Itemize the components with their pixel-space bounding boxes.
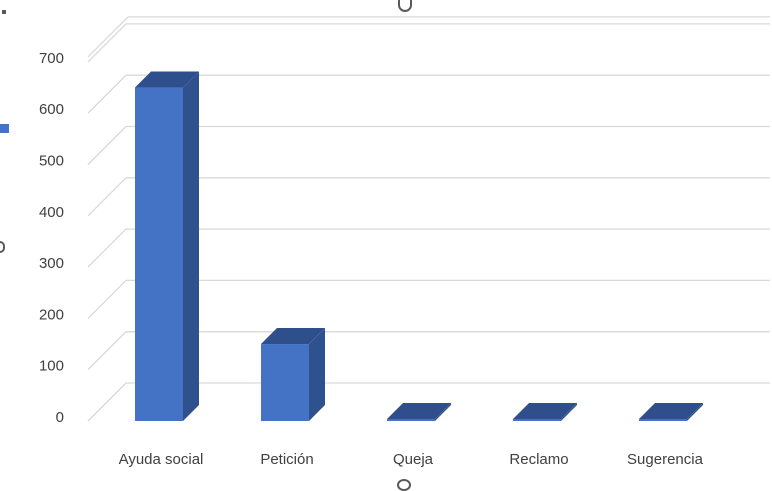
- gridlines: [87, 16, 770, 422]
- cropped-bottom-fragment: [397, 479, 411, 491]
- y-tick-label: 300: [39, 255, 64, 272]
- x-tick-label: Reclamo: [509, 451, 568, 468]
- bar-ayuda-social: [135, 71, 199, 422]
- cropped-top-left-mark: [2, 10, 6, 14]
- wall-edge: [87, 16, 129, 58]
- bar-front: [135, 87, 183, 422]
- y-tick-label: 500: [39, 153, 64, 170]
- bar-top: [513, 403, 577, 419]
- gridline-depth-0: [87, 382, 127, 422]
- bars: [135, 71, 703, 422]
- y-tick-label: 200: [39, 306, 64, 323]
- bar-side: [561, 403, 577, 421]
- y-tick-label: 0: [56, 409, 64, 426]
- bar-front: [639, 419, 687, 421]
- bar-top: [639, 403, 703, 419]
- x-tick-label: Ayuda social: [119, 451, 204, 468]
- bar-top: [387, 403, 451, 419]
- y-tick-label: 700: [39, 50, 64, 67]
- gridline-depth-700: [87, 23, 127, 63]
- gridline-depth-300: [87, 228, 127, 268]
- y-tick-label: 600: [39, 101, 64, 118]
- x-axis-categories: Ayuda social Petición Queja Reclamo Sugerenc…: [119, 451, 704, 468]
- bar-front: [513, 419, 561, 421]
- bar-side: [435, 403, 451, 421]
- legend-marker-fragment: [0, 124, 9, 133]
- y-axis-ticks: 0 100 200 300 400 500 600 700: [39, 50, 64, 426]
- bar-queja: [387, 403, 451, 421]
- bar-front: [387, 419, 435, 421]
- x-tick-label: Petición: [260, 451, 313, 468]
- bar-side: [183, 71, 199, 422]
- x-tick-label: Queja: [393, 451, 434, 468]
- bar-top: [135, 71, 199, 88]
- bar-sugerencia: [639, 403, 703, 421]
- gridline-depth-400: [87, 177, 127, 217]
- bar-front: [261, 344, 309, 421]
- gridline-depth-100: [87, 331, 127, 371]
- gridline-depth-200: [87, 279, 127, 319]
- gridline-depth-500: [87, 126, 127, 165]
- x-tick-label: Sugerencia: [627, 451, 704, 468]
- bar-petición: [261, 328, 325, 421]
- cropped-axis-title-fragment: [0, 241, 5, 253]
- gridline-depth-600: [87, 74, 127, 114]
- bar-side: [687, 403, 703, 421]
- y-tick-label: 400: [39, 204, 64, 221]
- bar-reclamo: [513, 403, 577, 421]
- cropped-title-fragment: [398, 0, 412, 12]
- bar-side: [309, 328, 325, 421]
- bar-top: [261, 328, 325, 345]
- y-tick-label: 100: [39, 358, 64, 375]
